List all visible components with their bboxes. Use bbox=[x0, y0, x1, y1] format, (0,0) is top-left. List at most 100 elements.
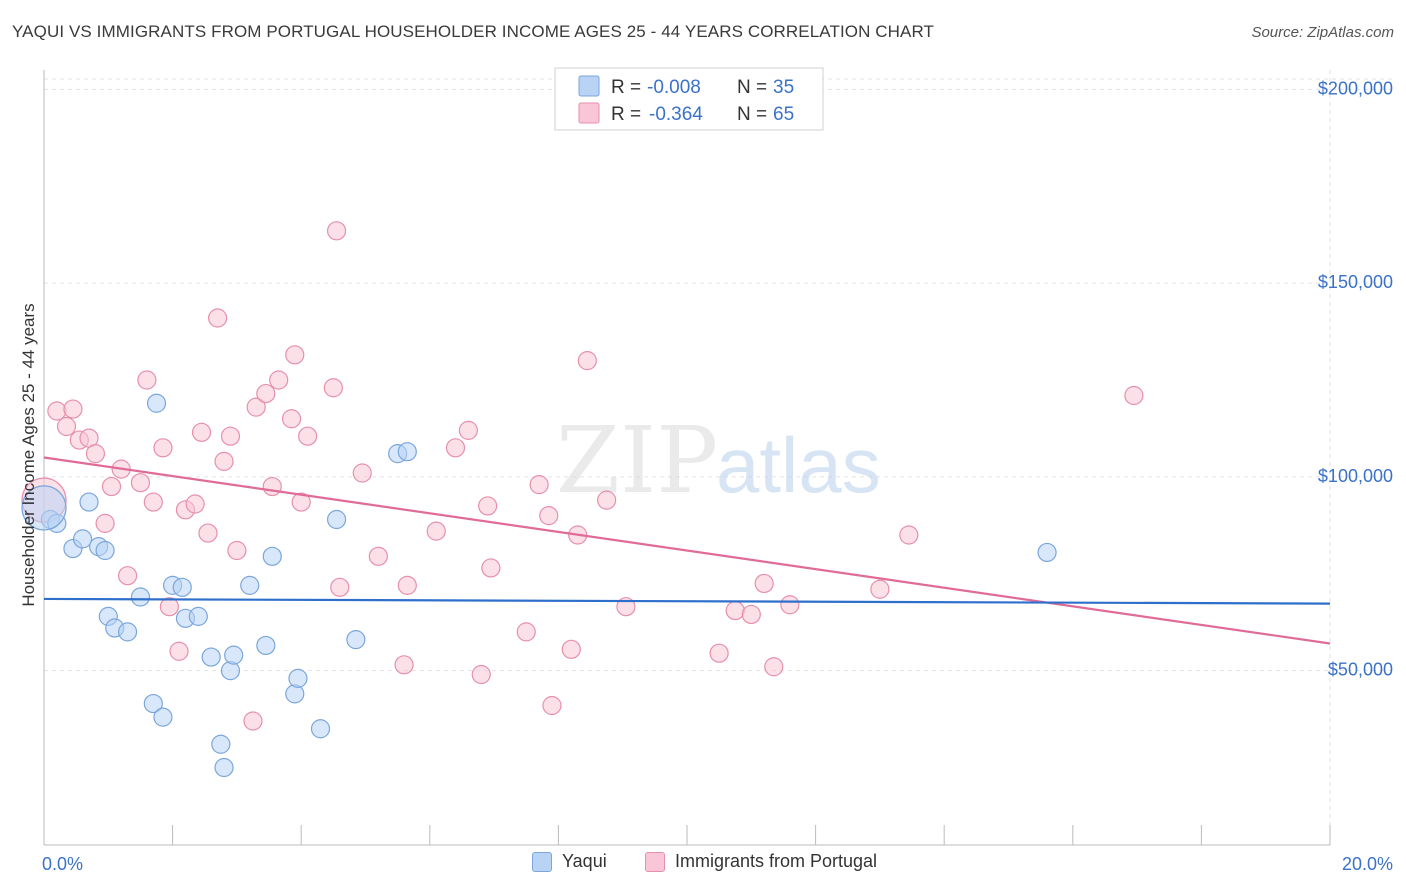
legend-n-label-portugal: N = bbox=[737, 104, 767, 125]
portugal-point-31 bbox=[285, 345, 305, 365]
portugal-point-49 bbox=[539, 506, 559, 526]
yaqui-point-22 bbox=[224, 645, 244, 665]
yaqui-point-25 bbox=[262, 546, 282, 566]
portugal-point-48 bbox=[529, 475, 549, 495]
portugal-point-40 bbox=[397, 575, 417, 595]
portugal-point-58 bbox=[741, 604, 761, 625]
portugal-point-38 bbox=[368, 546, 388, 566]
y-axis-label: Householder Income Ages 25 - 44 years bbox=[19, 303, 38, 606]
tick-labels: $50,000 $100,000 $150,000 $200,000 0.0% 20.0% bbox=[42, 78, 1393, 874]
yaqui-point-15 bbox=[172, 577, 192, 597]
legend-swatch-portugal-bottom bbox=[645, 851, 665, 872]
yaqui-point-4 bbox=[79, 492, 99, 512]
source-label: Source: ZipAtlas.com bbox=[1251, 24, 1394, 41]
yaqui-point-21 bbox=[220, 661, 241, 681]
yaqui-point-11 bbox=[143, 693, 163, 714]
yaqui-point-9 bbox=[117, 622, 138, 642]
yaqui-point-27 bbox=[288, 668, 308, 688]
portugal-point-35 bbox=[326, 221, 347, 241]
y-tick-label-0: $50,000 bbox=[1328, 660, 1393, 680]
portugal-point-20 bbox=[198, 523, 218, 543]
portugal-point-8 bbox=[101, 476, 122, 497]
chart-title: YAQUI VS IMMIGRANTS FROM PORTUGAL HOUSEH… bbox=[12, 22, 935, 41]
yaqui-point-28 bbox=[310, 719, 331, 739]
portugal-point-25 bbox=[243, 711, 263, 731]
portugal-point-12 bbox=[137, 370, 157, 390]
portugal-point-47 bbox=[516, 622, 536, 642]
portugal-point-34 bbox=[323, 378, 343, 398]
portugal-point-64 bbox=[1124, 385, 1144, 406]
portugal-point-3 bbox=[63, 399, 83, 419]
yaqui-point-29 bbox=[326, 509, 347, 530]
y-tick-label-3: $200,000 bbox=[1318, 78, 1393, 98]
portugal-point-27 bbox=[256, 383, 276, 404]
portugal-point-46 bbox=[481, 558, 501, 578]
portugal-point-22 bbox=[214, 451, 234, 471]
legend-r-value-portugal: -0.364 bbox=[649, 104, 703, 125]
yaqui-point-19 bbox=[211, 734, 231, 754]
yaqui-point-32 bbox=[397, 442, 417, 462]
legend-n-value-yaqui: 35 bbox=[773, 77, 794, 98]
yaqui-point-3 bbox=[72, 529, 93, 549]
portugal-point-21 bbox=[208, 308, 228, 328]
portugal-point-11 bbox=[130, 473, 151, 493]
correlation-legend: R = -0.008 N = 35 R = -0.364 N = 65 bbox=[554, 67, 824, 131]
portugal-point-37 bbox=[352, 463, 372, 483]
x-tick-label-1: 20.0% bbox=[1342, 854, 1393, 874]
yaqui-point-17 bbox=[188, 606, 208, 626]
portugal-point-2 bbox=[56, 416, 77, 437]
portugal-point-32 bbox=[291, 492, 311, 512]
trend-lines bbox=[43, 456, 1331, 645]
portugal-point-18 bbox=[185, 494, 205, 514]
yaqui-point-23 bbox=[240, 575, 260, 595]
yaqui-point-26 bbox=[285, 684, 305, 704]
legend-r-label-portugal: R = bbox=[611, 104, 641, 125]
series-legend: Yaqui Immigrants from Portugal bbox=[0, 851, 1406, 879]
legend-r-label-yaqui: R = bbox=[611, 77, 641, 98]
portugal-point-13 bbox=[143, 492, 163, 512]
portugal-point-41 bbox=[426, 521, 446, 541]
portugal-point-30 bbox=[281, 409, 302, 429]
trend-line-portugal bbox=[43, 456, 1331, 645]
portugal-point-29 bbox=[269, 370, 289, 390]
yaqui-point-20 bbox=[214, 757, 234, 778]
portugal-point-1 bbox=[47, 401, 67, 421]
legend-item-portugal: Immigrants from Portugal bbox=[645, 851, 877, 872]
legend-r-value-yaqui: -0.008 bbox=[647, 77, 701, 98]
series-yaqui-points bbox=[21, 393, 1057, 778]
trend-line-yaqui bbox=[43, 597, 1331, 605]
yaqui-point-33 bbox=[1037, 542, 1057, 563]
portugal-point-51 bbox=[561, 639, 581, 659]
legend-n-value-portugal: 65 bbox=[773, 104, 794, 125]
portugal-point-62 bbox=[870, 579, 890, 599]
legend-n-label-yaqui: N = bbox=[737, 77, 767, 98]
portugal-point-55 bbox=[616, 597, 636, 617]
watermark: ZIP atlas bbox=[556, 407, 881, 514]
yaqui-point-13 bbox=[153, 707, 173, 727]
legend-label-portugal: Immigrants from Portugal bbox=[675, 851, 878, 871]
portugal-point-26 bbox=[246, 397, 266, 417]
portugal-point-44 bbox=[471, 664, 491, 685]
portugal-point-43 bbox=[458, 420, 478, 440]
portugal-point-23 bbox=[220, 426, 241, 446]
legend-label-yaqui: Yaqui bbox=[562, 851, 607, 871]
portugal-point-28 bbox=[262, 476, 282, 497]
portugal-point-33 bbox=[298, 426, 318, 446]
portugal-point-59 bbox=[754, 573, 774, 594]
yaqui-point-18 bbox=[201, 647, 221, 667]
yaqui-point-34 bbox=[21, 485, 67, 531]
portugal-point-63 bbox=[899, 525, 919, 545]
legend-swatch-yaqui-bottom bbox=[532, 851, 552, 872]
x-tick-label-0: 0.0% bbox=[42, 854, 83, 874]
legend-item-yaqui: Yaqui bbox=[532, 851, 607, 872]
y-tick-label-2: $150,000 bbox=[1318, 272, 1393, 292]
yaqui-point-24 bbox=[256, 635, 276, 656]
yaqui-point-30 bbox=[346, 630, 366, 650]
portugal-point-39 bbox=[394, 655, 414, 675]
portugal-point-54 bbox=[597, 490, 617, 510]
yaqui-point-12 bbox=[146, 393, 167, 413]
portugal-point-7 bbox=[95, 513, 115, 533]
portugal-point-45 bbox=[478, 496, 498, 516]
legend-swatch-yaqui bbox=[578, 75, 600, 97]
watermark-zip: ZIP bbox=[556, 407, 718, 514]
